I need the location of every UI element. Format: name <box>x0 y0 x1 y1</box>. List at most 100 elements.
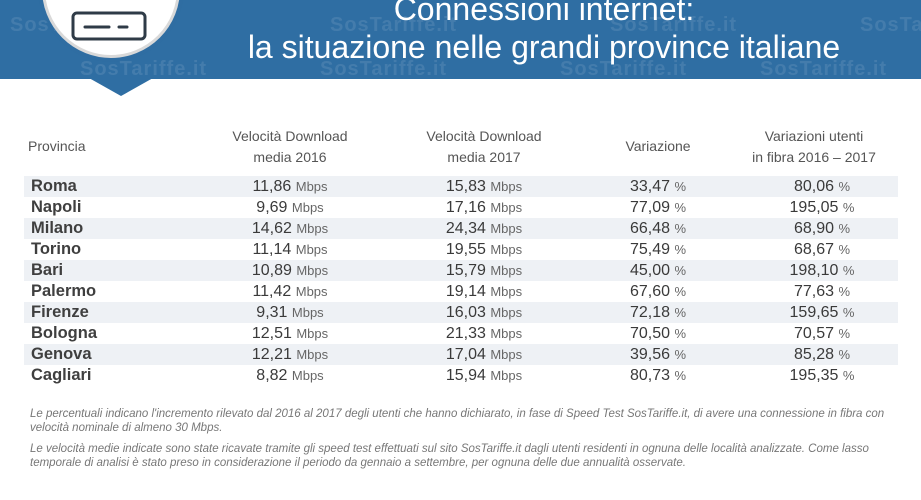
table-row: Torino 11,14 Mbps 19,55 Mbps 75,49 % 68,67 % <box>24 239 898 260</box>
watermark: SosTariffe.it <box>80 58 208 79</box>
cell-velocita-2016: 11,14 Mbps <box>200 239 380 260</box>
cell-velocita-2016: 9,31 Mbps <box>200 302 380 323</box>
cell-variazione: 70,50 % <box>598 323 718 344</box>
cell-variazione-value: 80,73 <box>629 367 671 384</box>
cell-velocita-2016-value: 11,42 <box>252 283 292 300</box>
cell-velocita-2016: 12,21 Mbps <box>200 344 380 365</box>
cell-velocita-2016-unit: Mbps <box>295 242 328 257</box>
cell-provincia-value: Bari <box>31 261 64 279</box>
cell-velocita-2016-value: 8,82 <box>256 367 288 384</box>
watermark: SosTariffe.it <box>560 58 688 79</box>
cell-velocita-2016-unit: Mbps <box>296 347 329 362</box>
watermark: SosTariffe.it <box>760 58 888 79</box>
page-title: Connessioni internet: la situazione nell… <box>214 0 874 66</box>
cell-variazione: 66,48 % <box>598 218 718 239</box>
cell-fibra-unit: % <box>842 305 855 320</box>
watermark: SosTariffe.it <box>330 14 458 36</box>
cell-variazione-value: 33,47 <box>629 178 671 195</box>
cell-variazione: 67,60 % <box>598 281 718 302</box>
cell-velocita-2017-value: 15,79 <box>445 262 486 279</box>
cell-variazione-value: 75,49 <box>629 241 671 258</box>
cell-provincia-value: Napoli <box>31 198 82 216</box>
cell-fibra: 198,10 % <box>742 260 902 281</box>
cell-velocita-2016: 8,82 Mbps <box>200 365 380 386</box>
cell-velocita-2016: 14,62 Mbps <box>200 218 380 239</box>
router-icon <box>71 11 147 41</box>
cell-fibra: 159,65 % <box>742 302 902 323</box>
cell-fibra-unit: % <box>842 368 855 383</box>
cell-provincia-value: Cagliari <box>31 366 92 384</box>
cell-velocita-2016-value: 12,51 <box>251 325 292 342</box>
cell-velocita-2017-value: 17,16 <box>445 199 486 216</box>
cell-fibra-value: 80,06 <box>793 178 835 195</box>
header-variazione: Variazione <box>625 138 691 154</box>
table-row: Milano 14,62 Mbps 24,34 Mbps 66,48 % 68,90 % <box>24 218 898 239</box>
cell-provincia-value: Milano <box>31 219 84 237</box>
header-velocita-2016-line2: media 2016 <box>253 149 327 165</box>
header-fibra-line2: in fibra 2016 – 2017 <box>752 149 876 165</box>
cell-provincia: Roma <box>31 176 77 197</box>
cell-variazione: 75,49 % <box>598 239 718 260</box>
cell-velocita-2017-unit: Mbps <box>490 200 523 215</box>
cell-velocita-2017-value: 16,03 <box>445 304 486 321</box>
cell-velocita-2016-value: 11,14 <box>252 241 292 258</box>
cell-fibra: 68,90 % <box>742 218 902 239</box>
cell-variazione-unit: % <box>674 284 687 299</box>
cell-variazione: 45,00 % <box>598 260 718 281</box>
table-row: Firenze 9,31 Mbps 16,03 Mbps 72,18 % 159,65 … <box>24 302 898 323</box>
cell-provincia: Cagliari <box>31 365 92 386</box>
cell-variazione-unit: % <box>674 347 687 362</box>
table-row: Bari 10,89 Mbps 15,79 Mbps 45,00 % 198,10 % <box>24 260 898 281</box>
cell-fibra-unit: % <box>838 284 851 299</box>
table-body: Roma 11,86 Mbps 15,83 Mbps 33,47 % 80,06 % Na… <box>24 176 898 386</box>
cell-velocita-2017-value: 19,55 <box>445 241 486 258</box>
cell-velocita-2017: 21,33 Mbps <box>394 323 574 344</box>
cell-fibra-unit: % <box>842 263 855 278</box>
cell-provincia: Milano <box>31 218 83 239</box>
cell-fibra-value: 195,35 <box>789 367 839 384</box>
cell-fibra-unit: % <box>838 326 851 341</box>
header-fibra-line1: Variazioni utenti <box>764 128 864 144</box>
cell-velocita-2016-unit: Mbps <box>291 305 324 320</box>
cell-velocita-2016-unit: Mbps <box>296 263 329 278</box>
cell-variazione-unit: % <box>674 305 687 320</box>
cell-fibra: 68,67 % <box>742 239 902 260</box>
cell-fibra-value: 159,65 <box>789 304 839 321</box>
cell-velocita-2016: 10,89 Mbps <box>200 260 380 281</box>
cell-provincia-value: Bologna <box>31 324 97 342</box>
watermark: SosTariffe.it <box>860 14 921 36</box>
header-banner: SosTariffe.it SosTariffe.it SosTariffe.i… <box>0 0 921 79</box>
cell-provincia: Bologna <box>31 323 97 344</box>
cell-fibra-value: 195,05 <box>789 199 839 216</box>
cell-provincia: Palermo <box>31 281 96 302</box>
cell-fibra: 80,06 % <box>742 176 902 197</box>
cell-velocita-2016: 11,86 Mbps <box>200 176 380 197</box>
footnote-velocita: Le velocità medie indicate sono state ri… <box>30 443 869 469</box>
table-row: Bologna 12,51 Mbps 21,33 Mbps 70,50 % 70,57 … <box>24 323 898 344</box>
cell-fibra: 77,63 % <box>742 281 902 302</box>
cell-fibra-value: 68,90 <box>793 220 835 237</box>
cell-velocita-2017: 17,16 Mbps <box>394 197 574 218</box>
cell-fibra-unit: % <box>838 179 851 194</box>
footnotes: Le percentuali indicano l'incremento ril… <box>30 407 890 477</box>
cell-velocita-2017: 15,79 Mbps <box>394 260 574 281</box>
cell-provincia: Genova <box>31 344 92 365</box>
cell-variazione-unit: % <box>674 242 687 257</box>
header-fibra: Variazioni utenti in fibra 2016 – 2017 <box>734 126 894 168</box>
cell-velocita-2017-unit: Mbps <box>490 326 523 341</box>
cell-variazione-value: 70,50 <box>629 325 671 342</box>
cell-velocita-2017-value: 24,34 <box>445 220 486 237</box>
cell-variazione-unit: % <box>674 221 687 236</box>
cell-variazione-value: 67,60 <box>629 283 671 300</box>
cell-velocita-2017-unit: Mbps <box>490 305 523 320</box>
cell-velocita-2016: 11,42 Mbps <box>200 281 380 302</box>
cell-velocita-2016-value: 14,62 <box>251 220 292 237</box>
cell-velocita-2016-unit: Mbps <box>295 284 328 299</box>
cell-velocita-2017-value: 19,14 <box>445 283 486 300</box>
title-line-2: la situazione nelle grandi province ital… <box>247 29 841 65</box>
title-line-1: Connessioni internet: <box>393 0 695 27</box>
cell-variazione: 39,56 % <box>598 344 718 365</box>
watermark: SosTariffe.it <box>320 58 448 79</box>
cell-fibra-unit: % <box>838 221 851 236</box>
cell-velocita-2017: 15,94 Mbps <box>394 365 574 386</box>
